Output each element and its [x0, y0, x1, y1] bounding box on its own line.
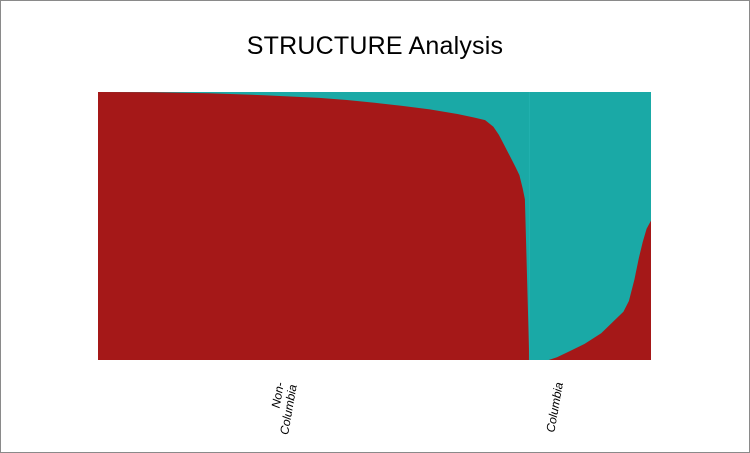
chart-title: STRUCTURE Analysis: [246, 32, 504, 60]
group-label-2: Columbia: [543, 381, 566, 434]
cluster-1-area-group-2: [529, 220, 651, 360]
group-label-1: Non-Columbia: [264, 381, 299, 436]
cluster-1-area-group-1: [98, 92, 530, 360]
